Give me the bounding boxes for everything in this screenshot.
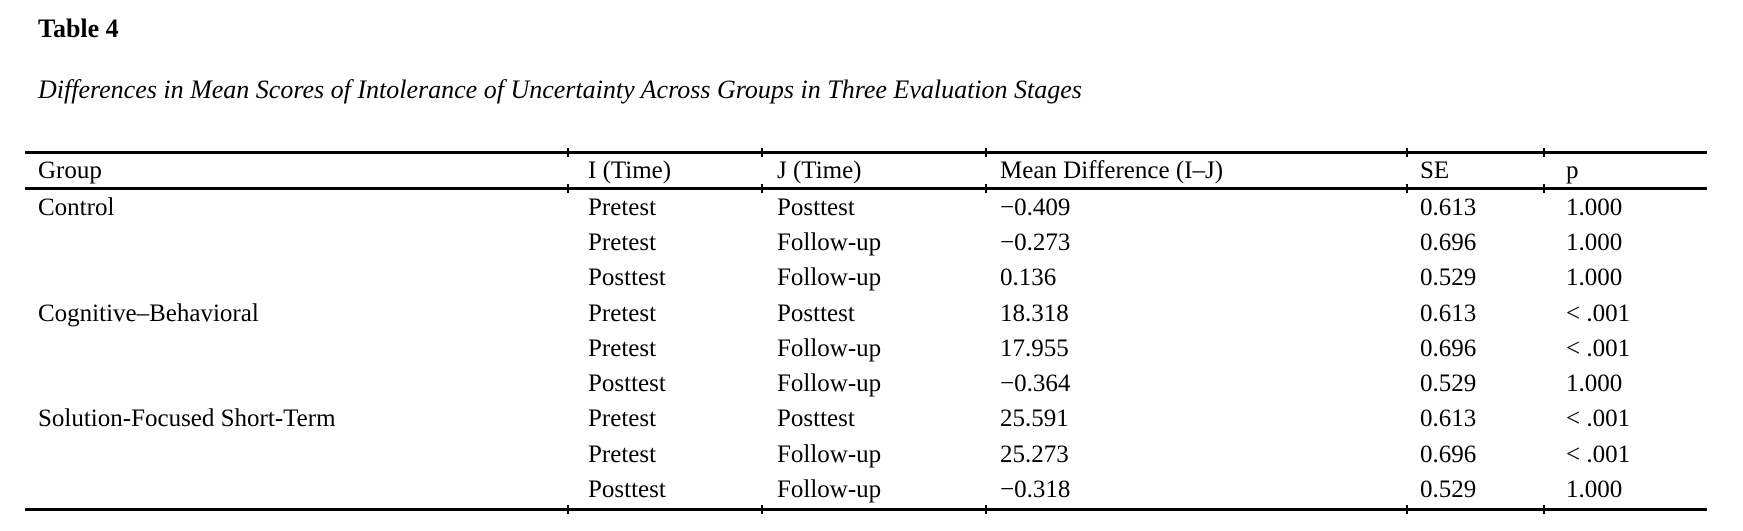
cell-mean-difference: −0.318 [1000,476,1071,504]
column-boundary-tick [1406,184,1408,193]
column-boundary-tick [761,184,763,193]
table-row: Posttest Follow-up −0.318 0.529 1.000 [25,472,1707,509]
results-table: Group I (Time) J (Time) Mean Difference … [25,151,1707,511]
cell-se: 0.696 [1420,334,1477,362]
cell-p: < .001 [1566,334,1631,362]
column-boundary-tick [1406,148,1408,157]
cell-i-time: Posttest [588,370,666,398]
cell-j-time: Follow-up [777,334,882,362]
column-boundary-tick [985,148,987,157]
cell-j-time: Follow-up [777,440,882,468]
column-boundary-tick [1406,504,1408,514]
cell-i-time: Pretest [588,228,657,256]
col-header-p: p [1543,152,1707,190]
table-row: Pretest Follow-up 17.955 0.696 < .001 [25,331,1707,366]
cell-p: 1.000 [1566,370,1623,398]
cell-j-time: Follow-up [777,228,882,256]
cell-mean-difference: −0.409 [1000,193,1071,221]
cell-group [25,331,567,366]
cell-j-time: Follow-up [777,476,882,504]
table-row: Pretest Follow-up 25.273 0.696 < .001 [25,437,1707,472]
table-row: Posttest Follow-up 0.136 0.529 1.000 [25,261,1707,296]
column-boundary-tick [567,504,569,514]
cell-group: Solution-Focused Short-Term [38,405,336,433]
column-boundary-tick [985,184,987,193]
cell-i-time: Posttest [588,476,666,504]
table-row: Pretest Follow-up −0.273 0.696 1.000 [25,225,1707,260]
col-header-j-time: J (Time) [761,152,985,190]
col-header-se: SE [1406,152,1543,190]
cell-p: < .001 [1566,405,1631,433]
cell-j-time: Follow-up [777,264,882,292]
cell-j-time: Posttest [777,299,855,327]
table-row: Cognitive–Behavioral Pretest Posttest 18.31… [25,296,1707,331]
cell-p: 1.000 [1566,228,1623,256]
table-row: Solution-Focused Short-Term Pretest Postte… [25,402,1707,437]
cell-group [25,437,567,472]
table-caption: Differences in Mean Scores of Intoleranc… [38,75,1082,104]
cell-group [25,261,567,296]
col-header-group: Group [25,152,567,190]
table-body: Control Pretest Posttest −0.409 0.613 1.000 Pr… [25,189,1707,510]
cell-p: 1.000 [1566,193,1623,221]
results-table-container: Group I (Time) J (Time) Mean Difference … [25,148,1707,514]
table-number-heading: Table 4 [38,14,119,43]
cell-se: 0.696 [1420,440,1477,468]
column-boundary-tick [1543,148,1545,157]
cell-mean-difference: 0.136 [1000,264,1057,292]
col-header-mean-difference: Mean Difference (I–J) [985,152,1406,190]
column-boundary-tick [567,148,569,157]
cell-se: 0.529 [1420,476,1477,504]
column-boundary-tick [761,148,763,157]
cell-j-time: Follow-up [777,370,882,398]
cell-p: 1.000 [1566,476,1623,504]
cell-group: Cognitive–Behavioral [38,299,259,327]
cell-mean-difference: 25.591 [1000,405,1069,433]
cell-p: 1.000 [1566,264,1623,292]
column-boundary-tick [985,504,987,514]
header-row: Group I (Time) J (Time) Mean Difference … [25,152,1707,190]
cell-i-time: Pretest [588,405,657,433]
cell-i-time: Pretest [588,193,657,221]
table-row: Control Pretest Posttest −0.409 0.613 1.000 [25,189,1707,226]
cell-group [25,366,567,401]
cell-se: 0.613 [1420,193,1477,221]
column-boundary-tick [761,504,763,514]
cell-j-time: Posttest [777,405,855,433]
cell-mean-difference: 25.273 [1000,440,1069,468]
cell-se: 0.529 [1420,370,1477,398]
cell-se: 0.613 [1420,299,1477,327]
cell-group [25,225,567,260]
column-boundary-tick [1543,504,1545,514]
cell-p: < .001 [1566,440,1631,468]
cell-se: 0.613 [1420,405,1477,433]
cell-mean-difference: −0.273 [1000,228,1071,256]
column-boundary-tick [1543,184,1545,193]
cell-p: < .001 [1566,299,1631,327]
col-header-i-time: I (Time) [567,152,761,190]
cell-mean-difference: −0.364 [1000,370,1071,398]
cell-i-time: Pretest [588,334,657,362]
cell-group [25,472,567,509]
cell-se: 0.696 [1420,228,1477,256]
cell-i-time: Posttest [588,264,666,292]
cell-j-time: Posttest [777,193,855,221]
cell-se: 0.529 [1420,264,1477,292]
cell-mean-difference: 17.955 [1000,334,1069,362]
cell-group: Control [38,193,115,221]
column-boundary-tick [567,184,569,193]
cell-i-time: Pretest [588,440,657,468]
table-row: Posttest Follow-up −0.364 0.529 1.000 [25,366,1707,401]
cell-i-time: Pretest [588,299,657,327]
cell-mean-difference: 18.318 [1000,299,1069,327]
